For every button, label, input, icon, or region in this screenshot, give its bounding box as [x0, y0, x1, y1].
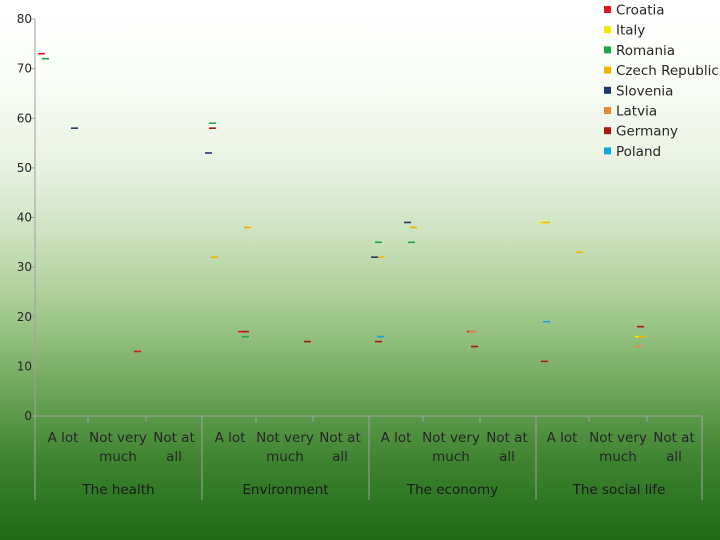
category-label: all [499, 449, 515, 465]
y-tick-label: 70 [17, 62, 32, 76]
legend-swatch-italy [604, 26, 611, 34]
group-label: The economy [406, 482, 498, 498]
data-points [38, 52, 646, 363]
category-label: Not at [153, 430, 195, 446]
legend-swatch-croatia [604, 6, 611, 13]
group-label: Environment [242, 482, 328, 498]
category-label: Not at [319, 430, 361, 446]
category-label: Not at [486, 430, 528, 446]
y-tick-label: 10 [17, 359, 32, 373]
y-axis-ticks: 0 10 20 30 40 50 60 70 80 [17, 12, 35, 423]
legend-label: Czech Republic [616, 63, 719, 79]
category-label: all [666, 449, 682, 465]
category-label: A lot [48, 430, 79, 446]
y-tick-label: 60 [17, 111, 32, 125]
legend-swatch-slovenia [604, 86, 611, 94]
y-tick-label: 40 [17, 211, 32, 225]
category-label: A lot [215, 430, 246, 446]
category-label: A lot [381, 430, 412, 446]
y-tick-label: 20 [17, 310, 32, 324]
legend-label: Croatia [616, 3, 665, 19]
legend-label: Poland [616, 144, 661, 160]
category-label: much [99, 449, 137, 465]
category-label: much [599, 449, 637, 465]
legend-label: Germany [616, 124, 678, 140]
y-tick-label: 50 [17, 161, 32, 175]
category-labels: A lot Not very much Not at all The health A lo… [48, 430, 695, 498]
category-label: Not very [89, 430, 147, 446]
category-label: Not very [589, 430, 647, 446]
legend-swatch-czech-republic [604, 66, 611, 74]
group-label: The social life [572, 482, 666, 498]
legend-swatch-germany [604, 127, 611, 135]
category-label: Not very [422, 430, 480, 446]
legend-label: Italy [616, 23, 645, 39]
legend-label: Slovenia [616, 83, 673, 99]
group-label: The health [81, 482, 154, 498]
category-label: all [332, 449, 348, 465]
y-tick-label: 80 [17, 12, 32, 26]
legend-swatch-romania [604, 46, 611, 54]
y-tick-label: 30 [17, 260, 32, 274]
legend-swatch-latvia [604, 107, 611, 114]
legend-label: Romania [616, 43, 675, 59]
legend-label: Latvia [616, 104, 657, 120]
category-label: much [432, 449, 470, 465]
category-label: much [266, 449, 304, 465]
category-label: A lot [547, 430, 578, 446]
category-label: all [166, 449, 182, 465]
axes [34, 19, 703, 500]
category-label: Not at [653, 430, 695, 446]
y-tick-label: 0 [24, 409, 32, 423]
category-label: Not very [256, 430, 314, 446]
legend: Croatia Italy Romania Czech Republic Sloveni… [604, 3, 719, 160]
legend-swatch-poland [604, 147, 611, 155]
